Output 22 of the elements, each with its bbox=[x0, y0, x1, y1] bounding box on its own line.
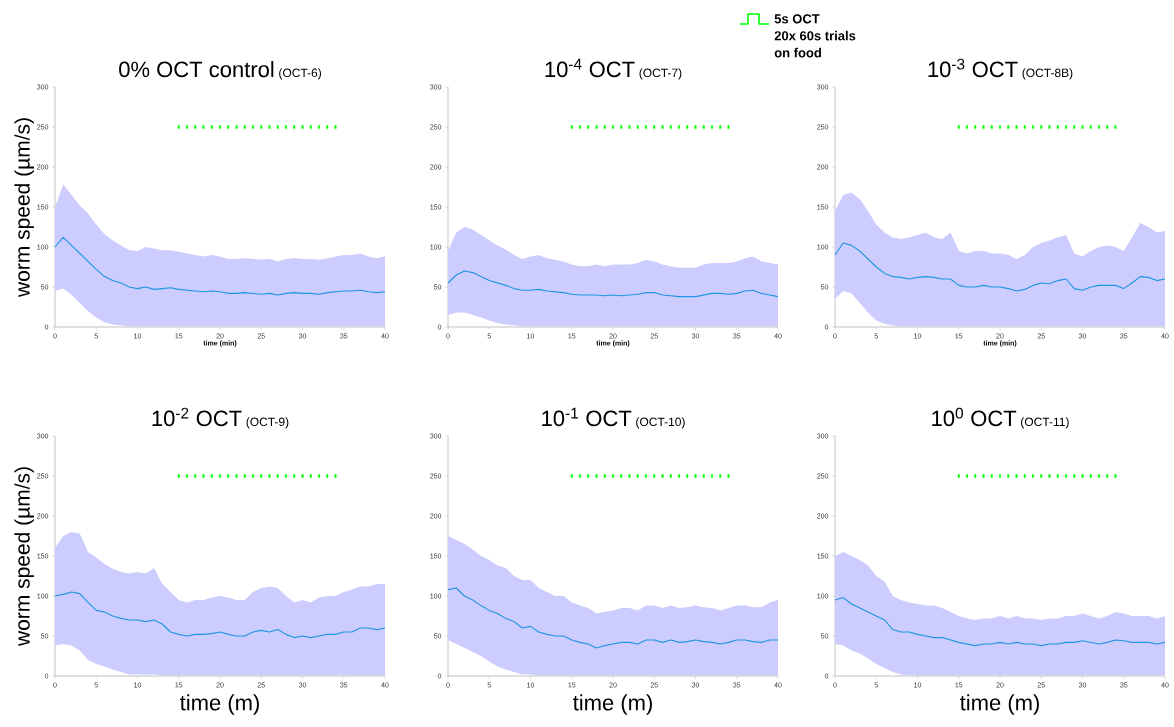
chart-title: 0% OCT control bbox=[119, 61, 274, 78]
legend-label: 5s OCT bbox=[774, 14, 820, 24]
chart-subtitle: (OCT-11) bbox=[1021, 417, 1069, 429]
chart-subtitle: (OCT-9) bbox=[246, 417, 289, 429]
chart-subtitle: (OCT-8B) bbox=[1022, 68, 1073, 80]
chart-title: 10$^{-4}$ OCT bbox=[545, 58, 635, 78]
text: 20x 60s trials bbox=[774, 30, 856, 41]
chart-subtitle: (OCT-10) bbox=[636, 417, 685, 429]
chart-title: 10$^{0}$ OCT bbox=[932, 407, 1017, 427]
line-series bbox=[447, 587, 779, 649]
chart-title: 10$^{-1}$ OCT bbox=[542, 407, 632, 427]
x-axis-title: time (m) bbox=[960, 694, 1039, 715]
y-axis-title: worm speed (µm/s) bbox=[14, 118, 34, 298]
y-axis-title: worm speed (µm/s) bbox=[14, 467, 34, 647]
chart-subtitle: (OCT-7) bbox=[639, 68, 682, 80]
x-axis-title: time (m) bbox=[180, 694, 259, 715]
chart-title: 10$^{-2}$ OCT bbox=[152, 407, 242, 427]
x-axis-title: time (m) bbox=[573, 694, 652, 715]
chart-title: 10$^{-3}$ OCT bbox=[928, 58, 1018, 78]
chart-subtitle: (OCT-6) bbox=[279, 68, 321, 80]
line-series bbox=[54, 591, 386, 639]
text: on food bbox=[774, 47, 821, 58]
